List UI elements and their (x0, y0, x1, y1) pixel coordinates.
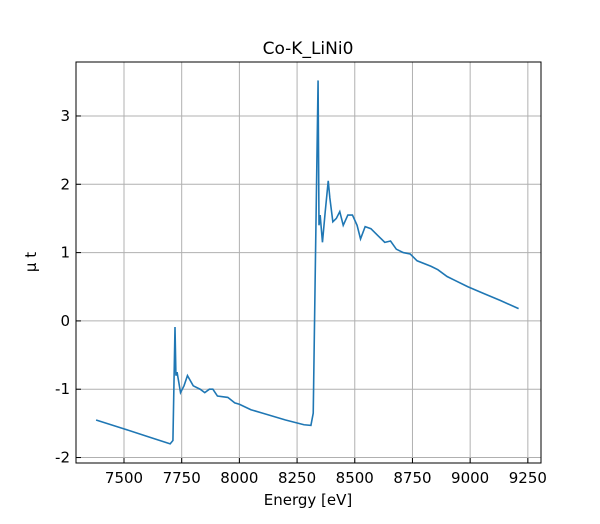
y-tick-label: 2 (60, 175, 70, 193)
x-tick-label: 8250 (278, 469, 316, 487)
x-tick-label: 9250 (509, 469, 547, 487)
x-tick-label: 8500 (336, 469, 374, 487)
x-tick-label: 7750 (163, 469, 201, 487)
x-tick-label: 8750 (393, 469, 431, 487)
chart-title: Co-K_LiNi0 (263, 39, 354, 59)
x-tick-label: 9000 (451, 469, 489, 487)
y-tick-label: 1 (60, 244, 70, 262)
plot-frame (75, 61, 542, 464)
y-tick-label: -2 (55, 449, 70, 467)
x-tick-label: 8000 (220, 469, 258, 487)
y-tick-label: 3 (60, 107, 70, 125)
data-line (95, 80, 519, 445)
x-axis-label: Energy [eV] (264, 491, 352, 509)
y-tick-label: 0 (60, 312, 70, 330)
y-axis-label: μ t (22, 252, 40, 272)
x-tick-label: 7500 (105, 469, 143, 487)
y-tick-label: -1 (55, 380, 70, 398)
